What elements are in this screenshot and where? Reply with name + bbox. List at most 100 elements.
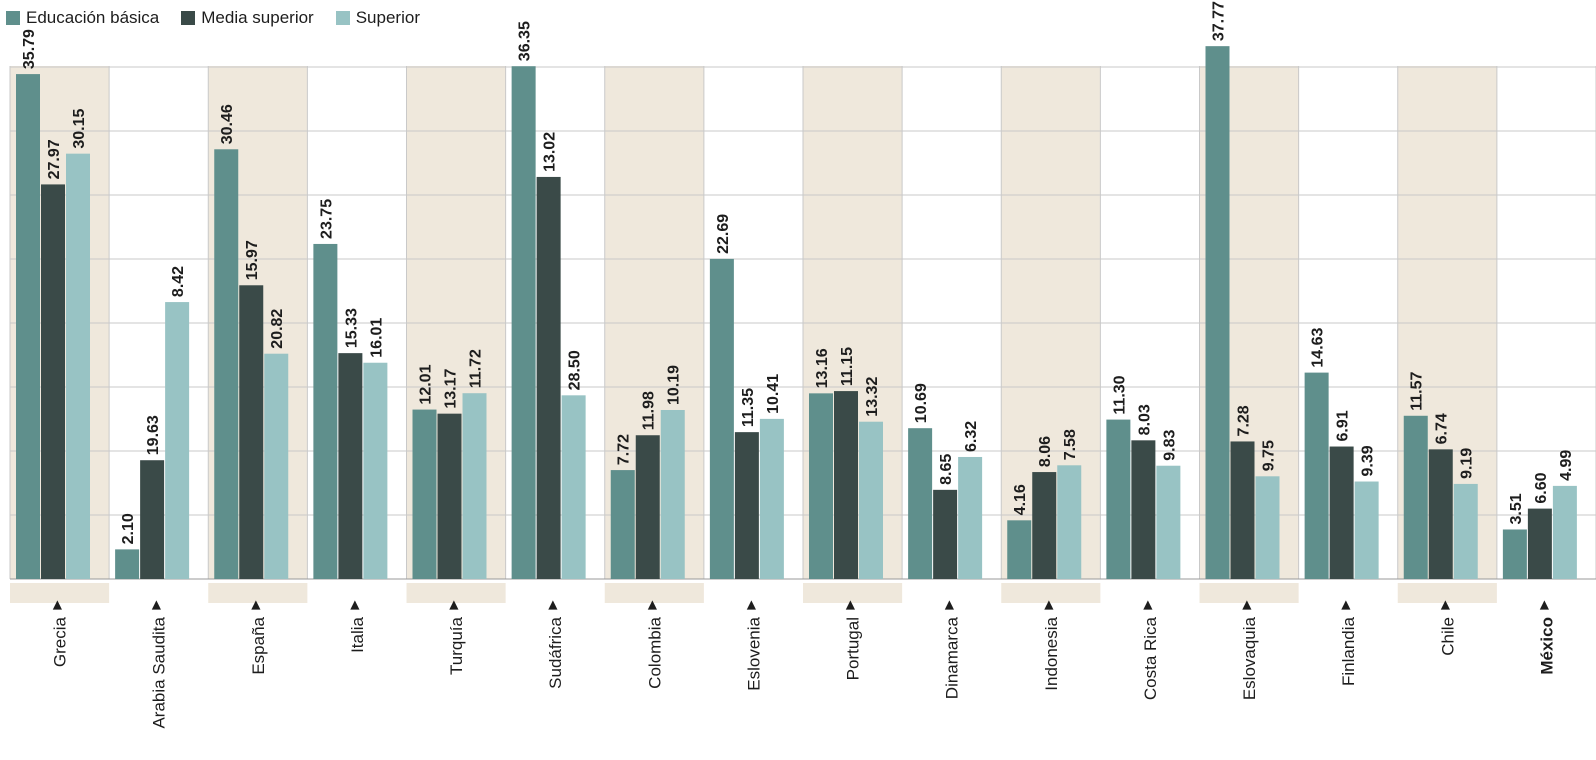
x-tick-label: Indonesia: [1042, 616, 1061, 690]
x-tick-label: Eslovaquia: [1240, 616, 1259, 700]
bar-finlandia-media-superior: [1329, 446, 1354, 579]
triangle-marker-icon: ▶: [1239, 600, 1253, 610]
x-tick-label: México: [1537, 617, 1556, 675]
bar-mexico-media-superior: [1527, 508, 1552, 579]
band-label-espana: [208, 583, 308, 603]
x-tick-label: Sudáfrica: [546, 616, 565, 688]
value-label: 8.06: [1037, 436, 1054, 467]
bar-chile-educacion-basica: [1403, 415, 1428, 579]
value-label: 3.51: [1508, 493, 1525, 524]
legend-label-educacion-basica: Educación básica: [26, 8, 160, 27]
bar-indonesia-superior: [1057, 465, 1082, 579]
triangle-marker-icon: ▶: [248, 600, 262, 610]
bar-mexico-educacion-basica: [1502, 529, 1527, 579]
band-label-turquia: [406, 583, 506, 603]
bar-indonesia-educacion-basica: [1007, 520, 1032, 579]
value-label: 7.28: [1236, 405, 1253, 436]
value-label: 13.16: [814, 348, 831, 388]
value-label: 23.75: [318, 199, 335, 239]
bar-finlandia-superior: [1354, 481, 1379, 579]
value-label: 6.91: [1335, 410, 1352, 441]
bar-colombia-educacion-basica: [610, 470, 635, 579]
value-label: 10.69: [913, 383, 930, 423]
bar-finlandia-educacion-basica: [1304, 372, 1329, 579]
bar-costa-rica-educacion-basica: [1106, 419, 1131, 579]
value-label: 13.32: [864, 377, 881, 417]
bar-sudafrica-media-superior: [536, 176, 561, 579]
value-label: 4.16: [1012, 484, 1029, 515]
triangle-marker-icon: ▶: [1041, 600, 1055, 610]
legend-swatch-media-superior: [181, 11, 196, 25]
value-label: 8.65: [938, 454, 955, 485]
x-tick-label: Finlandia: [1339, 616, 1358, 686]
legend-label-superior: Superior: [355, 8, 420, 27]
bar-eslovaquia-media-superior: [1230, 441, 1255, 579]
bar-arabia-saudita-superior: [165, 302, 190, 579]
bar-grecia-superior: [66, 153, 90, 579]
legend-swatch-educacion-basica: [6, 11, 20, 25]
triangle-marker-icon: ▶: [50, 600, 64, 610]
value-label: 14.63: [1310, 327, 1327, 367]
legend-swatch-superior: [335, 11, 350, 25]
bar-colombia-superior: [660, 409, 685, 579]
bar-italia-media-superior: [338, 353, 363, 579]
value-label: 13.02: [542, 132, 559, 172]
value-label: 10.19: [666, 365, 683, 405]
bar-mexico-superior: [1552, 485, 1577, 579]
value-label: 35.79: [21, 29, 38, 69]
x-tick-label: Eslovenia: [744, 616, 763, 690]
bar-espana-media-superior: [239, 285, 264, 579]
x-tick-label: Italia: [348, 616, 367, 652]
bar-chile-media-superior: [1428, 449, 1453, 579]
bar-chile-superior: [1453, 483, 1478, 579]
bar-indonesia-media-superior: [1032, 472, 1057, 579]
triangle-marker-icon: ▶: [347, 600, 361, 610]
bar-dinamarca-media-superior: [933, 489, 958, 579]
value-label: 6.32: [963, 421, 980, 452]
value-label: 27.97: [46, 139, 63, 179]
bar-dinamarca-educacion-basica: [908, 428, 933, 579]
band-label-chile: [1397, 583, 1497, 603]
band-label-eslovaquia: [1199, 583, 1299, 603]
value-label: 11.35: [740, 388, 757, 427]
chart-legend: Educación básica Media superior Superior: [6, 6, 420, 30]
bar-arabia-saudita-media-superior: [140, 460, 165, 579]
bar-costa-rica-media-superior: [1131, 440, 1156, 579]
triangle-marker-icon: ▶: [545, 600, 559, 610]
value-label: 16.01: [368, 318, 385, 358]
value-label: 15.33: [343, 308, 360, 348]
value-label: 11.57: [1409, 372, 1426, 411]
value-label: 19.63: [145, 415, 162, 455]
triangle-marker-icon: ▶: [1140, 600, 1154, 610]
bar-eslovenia-educacion-basica: [709, 258, 734, 579]
bar-turquia-media-superior: [437, 413, 462, 579]
value-label: 22.69: [715, 214, 732, 254]
bar-dinamarca-superior: [958, 456, 983, 579]
bar-italia-educacion-basica: [313, 243, 338, 579]
x-tick-label: Arabia Saudita: [150, 616, 169, 728]
value-label: 13.17: [443, 369, 460, 409]
value-label: 9.83: [1161, 429, 1178, 460]
bar-grecia-media-superior: [41, 184, 65, 580]
value-label: 9.19: [1459, 448, 1476, 479]
bar-portugal-media-superior: [834, 391, 858, 579]
value-label: 28.50: [567, 350, 584, 390]
triangle-marker-icon: ▶: [743, 600, 757, 610]
value-label: 2.10: [120, 513, 137, 544]
triangle-marker-icon: ▶: [149, 600, 163, 610]
bar-costa-rica-superior: [1156, 465, 1181, 579]
value-label: 11.98: [641, 391, 658, 430]
value-label: 7.72: [616, 434, 633, 465]
triangle-marker-icon: ▶: [644, 600, 658, 610]
band-label-indonesia: [1001, 583, 1101, 603]
legend-item-media-superior: Media superior: [181, 8, 314, 28]
value-label: 36.35: [517, 21, 534, 61]
value-label: 9.39: [1360, 445, 1377, 476]
x-tick-label: Costa Rica: [1141, 616, 1160, 700]
value-label: 8.42: [170, 266, 187, 297]
value-label: 15.97: [244, 240, 261, 280]
triangle-marker-icon: ▶: [843, 600, 857, 610]
bar-turquia-superior: [462, 393, 487, 579]
bar-arabia-saudita-educacion-basica: [115, 549, 140, 579]
